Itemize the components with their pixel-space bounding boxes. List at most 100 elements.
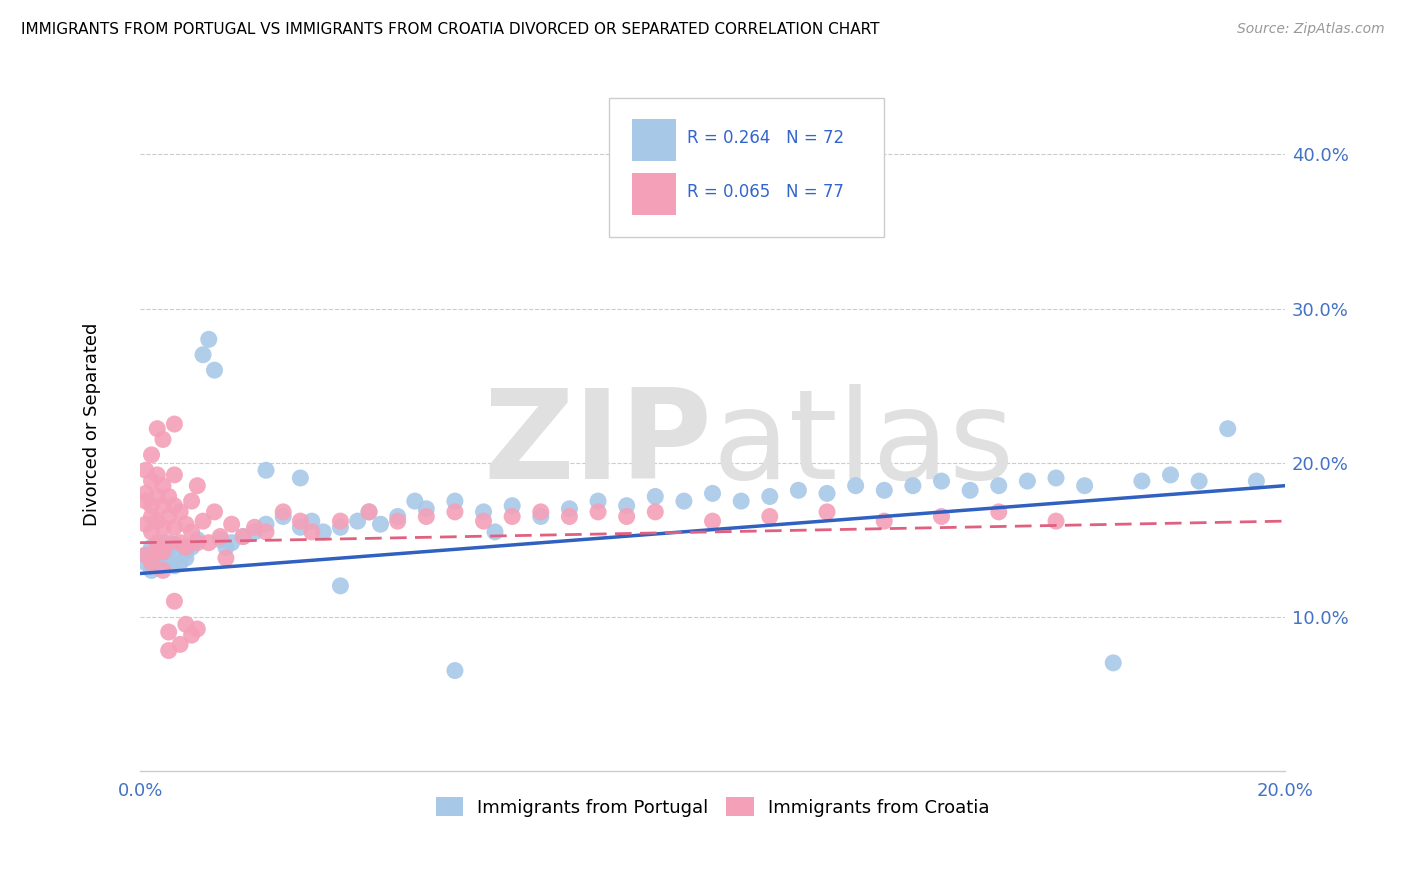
Point [180,541,202,555]
Point [1160,467,1182,482]
Point [146,535,169,549]
Point [387,514,409,528]
Point [197,535,219,549]
Point [501,499,523,513]
Point [290,471,312,485]
Point [873,483,896,498]
Point [146,490,169,504]
Point [141,563,163,577]
Point [157,509,180,524]
Point [254,517,277,532]
Point [1188,474,1211,488]
Point [312,524,335,539]
Point [959,483,981,498]
Point [415,501,437,516]
Point [141,556,163,570]
Point [169,505,191,519]
Point [290,514,312,528]
Point [146,514,169,528]
Text: R = 0.065   N = 77: R = 0.065 N = 77 [688,183,844,201]
Point [530,509,553,524]
Point [444,664,467,678]
Point [387,509,409,524]
Point [174,545,197,559]
Point [370,517,392,532]
Point [271,509,294,524]
Point [558,509,581,524]
Point [357,505,380,519]
Point [135,517,157,532]
Point [758,509,780,524]
Point [152,551,174,566]
Text: ZIP: ZIP [484,384,713,506]
Point [931,509,953,524]
Point [484,524,506,539]
Text: atlas: atlas [713,384,1015,506]
Point [1045,514,1067,528]
Point [146,545,169,559]
Point [141,541,163,555]
Point [157,541,180,556]
Point [815,505,838,519]
Point [191,514,214,528]
Point [186,622,208,636]
Text: R = 0.264   N = 72: R = 0.264 N = 72 [688,129,845,147]
Point [1246,474,1268,488]
Point [815,486,838,500]
Point [146,560,169,574]
Point [987,505,1010,519]
Point [163,520,186,534]
Point [146,545,169,559]
Point [174,541,197,555]
Point [163,558,186,573]
Point [215,541,238,555]
Point [135,548,157,562]
Point [135,494,157,508]
Point [174,551,197,566]
Point [221,517,243,532]
Point [1017,474,1039,488]
Point [197,332,219,346]
Point [221,535,243,549]
Point [157,490,180,504]
Point [146,422,169,436]
Point [157,554,180,568]
Point [141,499,163,513]
Point [586,505,609,519]
Point [163,594,186,608]
Point [290,520,312,534]
Point [174,617,197,632]
Point [141,448,163,462]
Point [672,494,695,508]
Point [163,417,186,431]
Point [644,490,666,504]
Point [135,548,157,562]
Point [152,563,174,577]
Point [702,486,724,500]
Point [135,486,157,500]
Point [730,494,752,508]
Point [873,514,896,528]
Point [501,509,523,524]
FancyBboxPatch shape [633,173,676,215]
Point [845,478,868,492]
Legend: Immigrants from Portugal, Immigrants from Croatia: Immigrants from Portugal, Immigrants fro… [429,790,997,824]
Point [1073,478,1095,492]
Point [157,535,180,549]
Point [530,505,553,519]
Point [346,514,368,528]
Point [186,535,208,549]
Point [152,433,174,447]
Point [186,478,208,492]
Point [204,505,226,519]
FancyBboxPatch shape [609,98,884,237]
Point [152,545,174,559]
Point [209,529,232,543]
Point [169,535,191,549]
Point [243,520,266,534]
Text: IMMIGRANTS FROM PORTUGAL VS IMMIGRANTS FROM CROATIA DIVORCED OR SEPARATED CORREL: IMMIGRANTS FROM PORTUGAL VS IMMIGRANTS F… [21,22,880,37]
Point [558,501,581,516]
Point [444,505,467,519]
Point [169,637,191,651]
Point [157,643,180,657]
